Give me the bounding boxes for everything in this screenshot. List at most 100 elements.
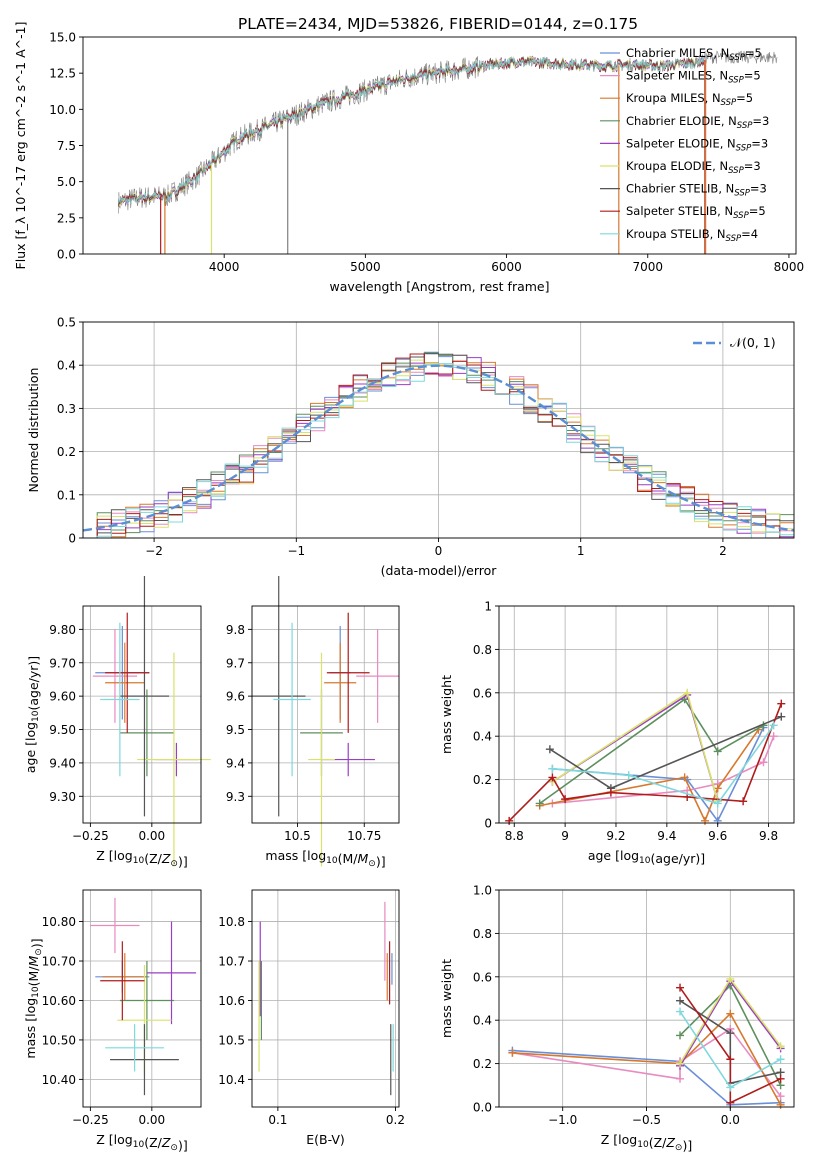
- x-tick-label: 0.00: [138, 829, 165, 843]
- y-tick-label: 15.0: [49, 31, 76, 45]
- x-axis-label: mass [log10(M/M⊙)]: [265, 848, 385, 869]
- weight-marker: [561, 795, 570, 804]
- weight-marker: [535, 799, 544, 808]
- axes-frame: [251, 605, 400, 824]
- weight-marker: [676, 996, 685, 1005]
- weight-marker: [776, 1100, 785, 1109]
- weight-marker: [606, 788, 615, 797]
- x-tick-label: 1: [577, 544, 585, 558]
- x-tick-label: 2: [719, 544, 727, 558]
- model-line-salpeter-elodie: [117, 55, 705, 208]
- legend-label: Chabrier ELODIE, NSSP=3: [626, 114, 769, 131]
- plot-area: [258, 901, 394, 1096]
- legend-label: Chabrier MILES, NSSP=5: [626, 46, 762, 63]
- x-axis-label: Z [log10(Z/Z⊙)]: [96, 1132, 187, 1153]
- weight-marker: [726, 974, 735, 983]
- weight-marker: [726, 1083, 735, 1092]
- y-tick-label: 10.7: [218, 955, 245, 969]
- errorbar-point: [119, 961, 174, 1040]
- weight-marker: [776, 1074, 785, 1083]
- y-tick-label: 0.3: [57, 402, 76, 416]
- age-vs-metallicity-plot: −0.25 0.00 9.30 9.40 9.50 9.60 9.70 9.80 Z [log1…: [23, 575, 211, 869]
- errorbar-point: [326, 612, 370, 733]
- y-tick-label: 10.4: [218, 1073, 245, 1087]
- weight-line-salpeter-stelib: [679, 987, 781, 1104]
- x-axis-label: Z [log10(Z/Z⊙)]: [96, 848, 187, 869]
- y-axis-label: Normed distribution: [26, 368, 41, 493]
- y-tick-label: 0.0: [57, 248, 76, 262]
- legend-label: Salpeter ELODIE, NSSP=3: [626, 136, 768, 153]
- weight-marker: [769, 721, 778, 730]
- legend-label: Kroupa STELIB, NSSP=4: [626, 227, 758, 244]
- weight-marker: [776, 1042, 785, 1051]
- y-tick-label: 10.8: [218, 915, 245, 929]
- figure-title: PLATE=2434, MJD=53826, FIBERID=0144, z=0…: [238, 15, 638, 33]
- x-tick-label: −0.25: [72, 829, 109, 843]
- normal-curve: [82, 364, 795, 532]
- weight-marker: [726, 1029, 735, 1038]
- y-tick-label: 10.5: [218, 1033, 245, 1047]
- y-tick-label: 0.6: [473, 970, 492, 984]
- plot-area: [90, 897, 197, 1096]
- legend-label: Salpeter MILES, NSSP=5: [626, 69, 761, 86]
- y-tick-label: 0.6: [473, 686, 492, 700]
- x-tick-label: −0.5: [632, 1113, 661, 1127]
- weight-marker: [624, 771, 633, 780]
- y-tick-label: 0.2: [57, 445, 76, 459]
- y-tick-label: 10.40: [42, 1073, 76, 1087]
- errorbar-point: [252, 575, 306, 817]
- weight-marker: [676, 1074, 685, 1083]
- y-tick-label: 9.30: [49, 790, 76, 804]
- y-tick-label: 10.6: [218, 994, 245, 1008]
- spectrum-chart: 4000 5000 6000 7000 8000 0.0 2.5 5.0 7.5 10.0 12.5…: [13, 22, 804, 294]
- weight-line-chabrier-miles: [552, 727, 765, 823]
- y-tick-label: 10.80: [42, 915, 76, 929]
- weight-marker: [776, 1092, 785, 1101]
- plot-area: [82, 351, 795, 539]
- errorbar-point: [92, 629, 138, 723]
- age-vs-mass-plot: 10.5 10.75 9.3 9.4 9.5 9.6 9.7 9.8 mass [log10(M…: [226, 575, 400, 869]
- x-tick-label: 7000: [632, 260, 663, 274]
- weight-line-chabrier-elodie: [539, 698, 764, 805]
- x-tick-label: 10.75: [347, 829, 381, 843]
- y-tick-label: 1.0: [473, 884, 492, 898]
- axes-frame: [82, 889, 202, 1108]
- y-axis-label: age [log10(age/yr)]: [23, 656, 41, 773]
- grid: [499, 605, 794, 824]
- grid: [499, 889, 794, 1108]
- weight-marker: [777, 699, 786, 708]
- errorbar-point: [119, 689, 174, 777]
- residuals-histogram: −2 −1 0 1 2 0 0.1 0.2 0.3 0.4 0.5 (data-model)/erro…: [26, 316, 795, 578]
- errorbar-point: [356, 629, 399, 723]
- weight-marker: [683, 688, 692, 697]
- weight-marker: [777, 712, 786, 721]
- errorbar-point: [273, 622, 311, 777]
- y-tick-label: 9.80: [49, 623, 76, 637]
- grid: [83, 606, 201, 823]
- plot-area: [505, 688, 786, 825]
- weight-marker: [776, 1055, 785, 1064]
- x-tick-label: 9.4: [657, 829, 676, 843]
- weight-line-kroupa-stelib: [552, 724, 775, 805]
- plot-area: [508, 974, 785, 1109]
- weight-marker: [548, 764, 557, 773]
- y-tick-label: 9.40: [49, 756, 76, 770]
- y-tick-label: 0.5: [57, 316, 76, 330]
- y-tick-label: 9.7: [226, 656, 245, 670]
- y-tick-label: 0: [484, 817, 492, 831]
- weight-marker: [700, 816, 709, 825]
- weight-line-kroupa-miles: [539, 729, 760, 823]
- histogram-kroupa-stelib: [83, 363, 794, 539]
- weight-line-chabrier-miles: [512, 1049, 781, 1106]
- plot-area: [92, 575, 211, 867]
- weight-marker: [676, 1059, 685, 1068]
- mass-vs-extinction-plot: 0.1 0.2 10.4 10.5 10.6 10.7 10.8 E(B-V): [218, 889, 405, 1147]
- x-axis-label: wavelength [Angstrom, rest frame]: [329, 279, 549, 294]
- errorbar-point: [105, 612, 150, 733]
- y-tick-label: 0.2: [473, 1057, 492, 1071]
- x-tick-label: 0.2: [386, 1113, 405, 1127]
- axes-frame: [82, 36, 797, 255]
- weight-marker: [508, 1048, 517, 1057]
- weight-marker: [739, 797, 748, 806]
